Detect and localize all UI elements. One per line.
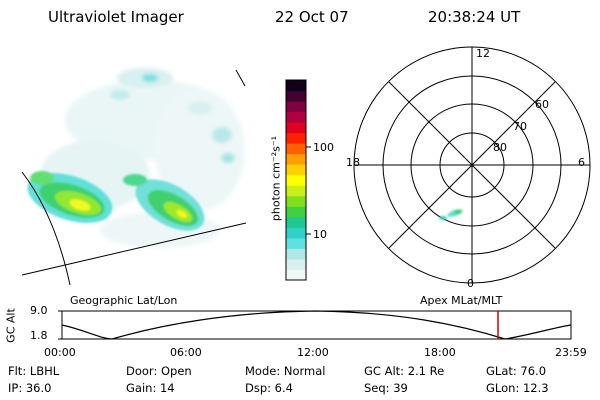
colorbar-tick-100: 100: [313, 141, 334, 154]
mlat-label-80: 80: [493, 141, 507, 154]
colorbar-segment: [286, 185, 306, 197]
polar-diagonal-2: [388, 81, 556, 249]
colorbar-segment: [286, 216, 306, 228]
info-dsp: Dsp: 6.4: [245, 381, 293, 395]
colorbar-segment: [286, 80, 306, 92]
info-filter: Flt: LBHL: [8, 364, 60, 378]
mlt-label-18: 18: [346, 156, 360, 169]
colorbar-segment: [286, 237, 306, 249]
info-ip: IP: 36.0: [8, 381, 52, 395]
timeline-right-caption: Apex MLat/MLT: [420, 294, 503, 307]
colorbar-segment: [286, 269, 306, 281]
info-mode: Mode: Normal: [245, 364, 326, 378]
polar-aurora-spot: [439, 209, 463, 220]
timeline-left-caption: Geographic Lat/Lon: [70, 294, 178, 307]
colorbar-segment: [286, 258, 306, 270]
timeline-ymax-label: 9.0: [30, 304, 48, 317]
timeline-axis-label: GC Alt: [4, 308, 18, 343]
colorbar: [285, 79, 311, 281]
info-door: Door: Open: [126, 364, 192, 378]
polar-plot: [353, 46, 591, 284]
info-gain: Gain: 14: [126, 381, 175, 395]
colorbar-segment: [286, 248, 306, 260]
info-glon: GLon: 12.3: [486, 381, 549, 395]
colorbar-tick-10: 10: [313, 228, 327, 241]
colorbar-segment: [286, 143, 306, 155]
mlt-label-6: 6: [578, 156, 585, 169]
mlat-label-70: 70: [513, 120, 527, 133]
info-glat: GLat: 76.0: [486, 364, 547, 378]
colorbar-label: photon cm⁻²s⁻¹: [269, 135, 283, 222]
x-tick-1200: 12:00: [297, 346, 329, 359]
colorbar-segment: [286, 101, 306, 113]
instrument-title: Ultraviolet Imager: [48, 8, 184, 26]
colorbar-segment: [286, 206, 306, 218]
mlt-label-0: 0: [467, 277, 474, 290]
header-time: 20:38:24 UT: [428, 8, 521, 26]
colorbar-segment: [286, 132, 306, 144]
colorbar-frame: [285, 79, 307, 281]
colorbar-segment: [286, 90, 306, 102]
colorbar-segment: [286, 174, 306, 186]
map-limb-line: [21, 171, 71, 286]
colorbar-segment: [286, 111, 306, 123]
map-edge-tick: [235, 69, 246, 87]
colorbar-segment: [286, 122, 306, 134]
timeline-plot: [58, 310, 572, 340]
timeline-frame: [61, 310, 572, 340]
timeline-ymin-label: 1.8: [30, 329, 48, 342]
altitude-curve: [61, 310, 572, 340]
x-tick-1800: 18:00: [424, 346, 456, 359]
mlat-label-60: 60: [535, 98, 549, 111]
colorbar-segment: [286, 164, 306, 176]
map-edge-line: [21, 222, 247, 276]
info-gc-alt: GC Alt: 2.1 Re: [364, 364, 445, 378]
x-tick-0000: 00:00: [44, 346, 76, 359]
info-seq: Seq: 39: [364, 381, 408, 395]
colorbar-segment: [286, 153, 306, 165]
x-tick-0600: 06:00: [170, 346, 202, 359]
colorbar-segment: [286, 227, 306, 239]
colorbar-segment: [286, 195, 306, 207]
header-date: 22 Oct 07: [275, 8, 349, 26]
x-tick-2359: 23:59: [555, 346, 587, 359]
mlt-label-12: 12: [476, 47, 490, 60]
auroral-image: [27, 68, 245, 248]
